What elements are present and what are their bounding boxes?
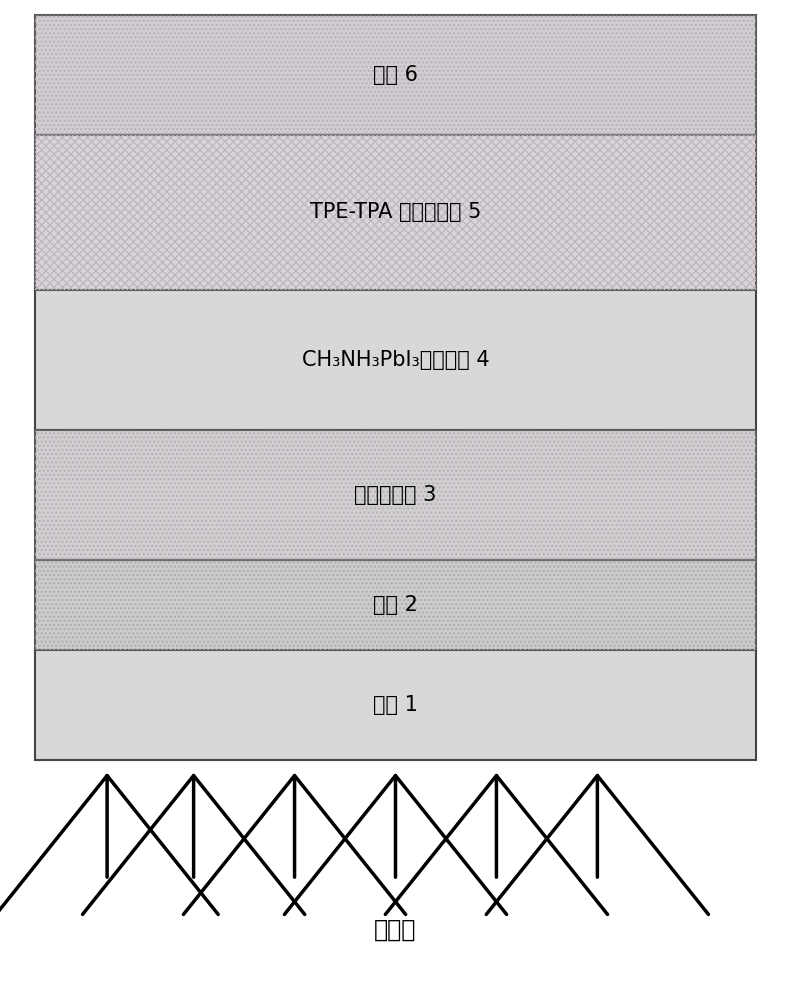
Text: 阳极 6: 阳极 6 [373,65,418,85]
Bar [35,15,756,135]
Bar [35,135,756,290]
Text: 衷底 1: 衷底 1 [373,695,418,715]
Bar [35,560,756,650]
Bar [35,430,756,560]
Bar [35,560,756,650]
Text: 阴极 2: 阴极 2 [373,595,418,615]
Bar [35,15,756,135]
Bar [35,650,756,760]
Bar [35,430,756,560]
Text: 电子传输层 3: 电子传输层 3 [354,485,437,505]
Text: TPE-TPA 空穴传输层 5: TPE-TPA 空穴传输层 5 [310,202,481,223]
Text: 入射光: 入射光 [374,918,417,942]
Text: CH₃NH₃PbI₃光活性层 4: CH₃NH₃PbI₃光活性层 4 [301,350,490,370]
Bar [35,135,756,290]
Bar [35,290,756,430]
